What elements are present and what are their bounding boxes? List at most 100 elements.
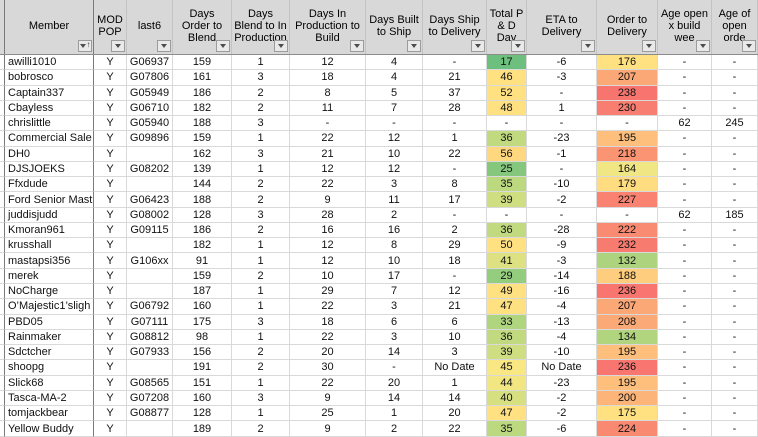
cell-member[interactable]: Kmoran961 — [5, 222, 94, 239]
cell-d_std[interactable]: 1 — [423, 131, 487, 147]
cell-d_std[interactable]: 6 — [423, 314, 487, 330]
cell-d_iptb[interactable]: 12 — [290, 161, 366, 178]
cell-otd[interactable]: 227 — [597, 192, 658, 208]
cell-eta[interactable]: -6 — [527, 55, 597, 71]
cell-d_std[interactable]: 12 — [423, 283, 487, 300]
cell-d_std[interactable]: 21 — [423, 299, 487, 315]
cell-agex[interactable]: - — [658, 375, 712, 391]
cell-ageo[interactable]: - — [712, 421, 758, 437]
cell-d_otb[interactable]: 156 — [173, 345, 232, 361]
cell-eta[interactable]: -3 — [527, 70, 597, 86]
cell-last6[interactable]: G05940 — [127, 116, 173, 132]
cell-otd[interactable]: - — [597, 116, 658, 132]
cell-ageo[interactable]: - — [712, 238, 758, 254]
cell-ageo[interactable]: - — [712, 390, 758, 407]
cell-otd[interactable]: 236 — [597, 283, 658, 300]
cell-last6[interactable]: G09896 — [127, 131, 173, 147]
cell-eta[interactable]: -10 — [527, 345, 597, 361]
cell-d_bts[interactable]: 4 — [366, 70, 423, 86]
cell-d_otb[interactable]: 159 — [173, 131, 232, 147]
modpop-filter-button[interactable] — [111, 40, 125, 52]
cell-tpd[interactable]: 29 — [487, 268, 527, 284]
cell-d_iptb[interactable]: 16 — [290, 222, 366, 239]
d_std-filter-button[interactable] — [471, 40, 485, 52]
cell-tpd[interactable]: 44 — [487, 375, 527, 391]
cell-agex[interactable]: - — [658, 268, 712, 284]
cell-d_btip[interactable]: 3 — [232, 390, 290, 407]
cell-member[interactable]: Yellow Buddy — [5, 421, 94, 437]
cell-agex[interactable]: - — [658, 85, 712, 101]
cell-tpd[interactable]: 50 — [487, 238, 527, 254]
cell-modpop[interactable]: Y — [94, 222, 127, 239]
cell-eta[interactable]: -28 — [527, 222, 597, 239]
cell-d_std[interactable]: 14 — [423, 390, 487, 407]
cell-d_otb[interactable]: 191 — [173, 360, 232, 376]
cell-d_btip[interactable]: 1 — [232, 253, 290, 269]
cell-otd[interactable]: 195 — [597, 345, 658, 361]
cell-d_bts[interactable]: 8 — [366, 238, 423, 254]
cell-d_btip[interactable]: 3 — [232, 116, 290, 132]
cell-d_iptb[interactable]: 18 — [290, 70, 366, 86]
cell-modpop[interactable]: Y — [94, 238, 127, 254]
cell-d_bts[interactable]: 16 — [366, 222, 423, 239]
cell-d_bts[interactable]: 7 — [366, 283, 423, 300]
cell-d_iptb[interactable]: 12 — [290, 253, 366, 269]
cell-tpd[interactable]: 48 — [487, 100, 527, 117]
cell-member[interactable]: Captain337 — [5, 85, 94, 101]
cell-d_bts[interactable]: 3 — [366, 177, 423, 193]
cell-eta[interactable]: -23 — [527, 375, 597, 391]
cell-d_otb[interactable]: 182 — [173, 100, 232, 117]
cell-eta[interactable]: -4 — [527, 299, 597, 315]
cell-last6[interactable]: G08877 — [127, 406, 173, 422]
cell-ageo[interactable]: - — [712, 314, 758, 330]
cell-tpd[interactable]: 36 — [487, 222, 527, 239]
cell-agex[interactable]: 62 — [658, 116, 712, 132]
cell-d_btip[interactable]: 1 — [232, 299, 290, 315]
cell-eta[interactable]: 1 — [527, 100, 597, 117]
cell-last6[interactable] — [127, 360, 173, 376]
cell-d_otb[interactable]: 159 — [173, 55, 232, 71]
cell-d_std[interactable]: 21 — [423, 70, 487, 86]
d_iptb-filter-button[interactable] — [350, 40, 364, 52]
cell-agex[interactable]: - — [658, 161, 712, 178]
cell-otd[interactable]: 134 — [597, 329, 658, 346]
cell-d_bts[interactable]: 3 — [366, 329, 423, 346]
cell-d_iptb[interactable]: 25 — [290, 406, 366, 422]
cell-d_iptb[interactable]: 22 — [290, 131, 366, 147]
cell-d_otb[interactable]: 128 — [173, 406, 232, 422]
cell-member[interactable]: O’Majestic1’sligh — [5, 299, 94, 315]
cell-d_bts[interactable]: 4 — [366, 55, 423, 71]
cell-member[interactable]: Rainmaker — [5, 329, 94, 346]
cell-modpop[interactable]: Y — [94, 314, 127, 330]
cell-agex[interactable]: 62 — [658, 207, 712, 223]
cell-tpd[interactable]: 35 — [487, 177, 527, 193]
cell-ageo[interactable]: - — [712, 375, 758, 391]
cell-tpd[interactable]: 17 — [487, 55, 527, 71]
cell-tpd[interactable]: 36 — [487, 329, 527, 346]
cell-d_btip[interactable]: 2 — [232, 222, 290, 239]
cell-otd[interactable]: 179 — [597, 177, 658, 193]
cell-d_bts[interactable]: 12 — [366, 161, 423, 178]
tpd-filter-button[interactable] — [511, 40, 525, 52]
cell-modpop[interactable]: Y — [94, 70, 127, 86]
cell-member[interactable]: shoopg — [5, 360, 94, 376]
cell-tpd[interactable]: 52 — [487, 85, 527, 101]
cell-eta[interactable]: -3 — [527, 253, 597, 269]
cell-otd[interactable]: 207 — [597, 299, 658, 315]
cell-member[interactable]: Ford Senior Mast — [5, 192, 94, 208]
cell-eta[interactable]: - — [527, 207, 597, 223]
cell-otd[interactable]: 188 — [597, 268, 658, 284]
cell-d_std[interactable]: No Date — [423, 360, 487, 376]
cell-d_iptb[interactable]: 9 — [290, 390, 366, 407]
cell-tpd[interactable]: - — [487, 207, 527, 223]
cell-agex[interactable]: - — [658, 222, 712, 239]
cell-d_iptb[interactable]: - — [290, 116, 366, 132]
cell-d_std[interactable]: 29 — [423, 238, 487, 254]
cell-d_bts[interactable]: 10 — [366, 146, 423, 162]
cell-d_otb[interactable]: 182 — [173, 238, 232, 254]
cell-d_std[interactable]: 8 — [423, 177, 487, 193]
cell-otd[interactable]: 195 — [597, 131, 658, 147]
cell-ageo[interactable]: - — [712, 299, 758, 315]
cell-tpd[interactable]: 47 — [487, 299, 527, 315]
cell-d_iptb[interactable]: 22 — [290, 329, 366, 346]
